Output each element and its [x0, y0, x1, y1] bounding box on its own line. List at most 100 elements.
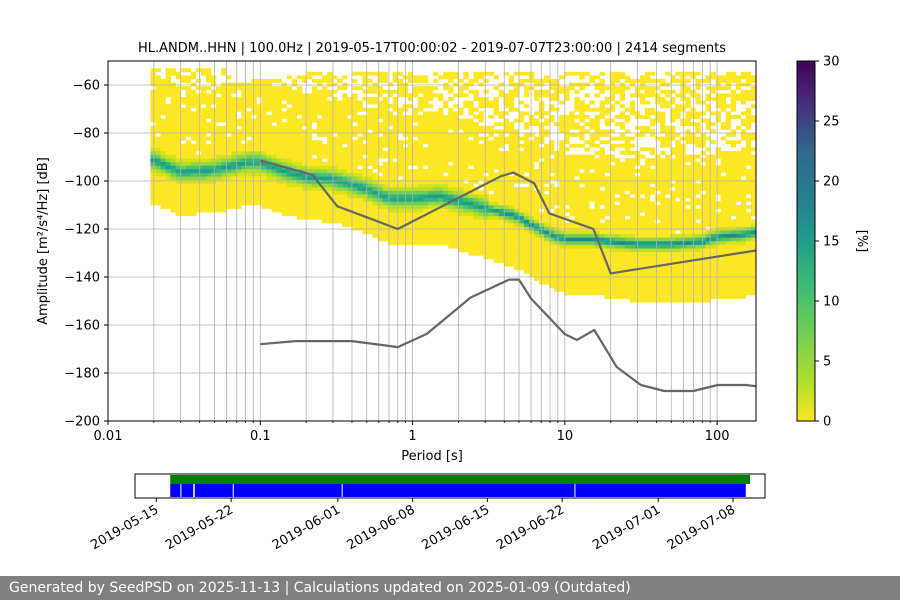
- heatmap-cell: [655, 179, 661, 184]
- heatmap-cell: [685, 154, 691, 159]
- heatmap-cell: [246, 97, 252, 101]
- heatmap-cell: [246, 187, 252, 191]
- heatmap-cell: [306, 111, 313, 116]
- heatmap-cell: [559, 248, 565, 253]
- heatmap-cell: [155, 86, 161, 91]
- heatmap-cell: [185, 122, 192, 127]
- heatmap-cell: [488, 140, 494, 145]
- heatmap-cell: [629, 107, 636, 112]
- heatmap-cell: [528, 273, 535, 278]
- heatmap-cell: [619, 255, 626, 260]
- heatmap-cell: [427, 165, 434, 170]
- heatmap-cell: [690, 75, 696, 80]
- heatmap-cell: [498, 179, 504, 184]
- heatmap-cell: [205, 104, 212, 109]
- heatmap-cell: [660, 215, 666, 220]
- heatmap-cell: [655, 215, 661, 220]
- heatmap-cell: [427, 154, 434, 159]
- heatmap-cell: [367, 219, 373, 224]
- heatmap-cell: [624, 165, 631, 170]
- heatmap-cell: [377, 104, 383, 109]
- heatmap-cell: [448, 147, 454, 152]
- heatmap-cell: [604, 205, 610, 209]
- heatmap-cell: [650, 133, 656, 137]
- heatmap-cell: [639, 172, 646, 177]
- heatmap-cell: [301, 115, 308, 119]
- heatmap-cell: [266, 179, 272, 184]
- heatmap-cell: [417, 176, 424, 181]
- heatmap-cell: [216, 161, 222, 166]
- heatmap-cell: [735, 93, 742, 98]
- heatmap-cell: [155, 68, 161, 73]
- heatmap-cell: [231, 86, 237, 91]
- heatmap-cell: [549, 151, 555, 155]
- heatmap-cell: [609, 233, 616, 238]
- heatmap-cell: [599, 230, 605, 235]
- heatmap-cell: [644, 280, 651, 285]
- heatmap-cell: [286, 143, 293, 148]
- heatmap-cell: [685, 100, 691, 105]
- heatmap-cell: [624, 115, 631, 119]
- heatmap-cell: [327, 212, 333, 217]
- heatmap-cell: [665, 201, 671, 206]
- heatmap-cell: [735, 208, 742, 213]
- heatmap-cell: [720, 86, 727, 91]
- heatmap-cell: [155, 104, 161, 109]
- heatmap-cell: [195, 172, 202, 177]
- heatmap-cell: [508, 201, 515, 206]
- heatmap-cell: [690, 241, 696, 245]
- heatmap-cell: [150, 71, 156, 76]
- heatmap-cell: [468, 208, 474, 213]
- heatmap-cell: [412, 140, 419, 145]
- heatmap-cell: [261, 100, 267, 105]
- heatmap-cell: [205, 158, 212, 163]
- heatmap-cell: [725, 165, 732, 170]
- heatmap-cell: [594, 255, 600, 260]
- heatmap-cell: [453, 215, 459, 220]
- heatmap-cell: [695, 154, 701, 159]
- heatmap-cell: [382, 165, 388, 170]
- heatmap-cell: [579, 269, 585, 274]
- heatmap-cell: [675, 208, 681, 213]
- heatmap-cell: [549, 147, 555, 152]
- heatmap-cell: [564, 89, 570, 94]
- heatmap-cell: [513, 179, 520, 184]
- heatmap-cell: [644, 259, 651, 263]
- heatmap-cell: [211, 133, 217, 137]
- heatmap-cell: [710, 194, 716, 199]
- heatmap-cell: [211, 75, 217, 80]
- heatmap-cell: [281, 122, 287, 127]
- heatmap-cell: [624, 277, 631, 281]
- heatmap-cell: [276, 89, 282, 94]
- heatmap-cell: [725, 71, 732, 76]
- heatmap-cell: [584, 251, 590, 256]
- heatmap-cell: [579, 86, 585, 91]
- heatmap-cell: [281, 201, 287, 206]
- heatmap-cell: [629, 161, 636, 166]
- heatmap-cell: [211, 140, 217, 145]
- heatmap-cell: [544, 176, 550, 181]
- heatmap-cell: [735, 179, 742, 184]
- heatmap-cell: [549, 104, 555, 109]
- heatmap-cell: [559, 183, 565, 188]
- heatmap-cell: [478, 154, 484, 159]
- heatmap-cell: [433, 201, 439, 206]
- heatmap-cell: [387, 165, 393, 170]
- heatmap-cell: [226, 158, 232, 163]
- heatmap-cell: [453, 190, 459, 195]
- heatmap-cell: [660, 205, 666, 209]
- heatmap-cell: [357, 86, 363, 91]
- heatmap-cell: [463, 233, 469, 238]
- heatmap-cell: [382, 187, 388, 191]
- heatmap-cell: [639, 201, 646, 206]
- heatmap-cell: [155, 165, 161, 170]
- heatmap-cell: [670, 244, 676, 249]
- heatmap-cell: [549, 161, 555, 166]
- heatmap-cell: [715, 97, 721, 101]
- heatmap-cell: [448, 169, 454, 173]
- heatmap-cell: [306, 179, 313, 184]
- heatmap-cell: [513, 248, 520, 253]
- heatmap-cell: [670, 133, 676, 137]
- heatmap-cell: [665, 165, 671, 170]
- heatmap-cell: [589, 172, 595, 177]
